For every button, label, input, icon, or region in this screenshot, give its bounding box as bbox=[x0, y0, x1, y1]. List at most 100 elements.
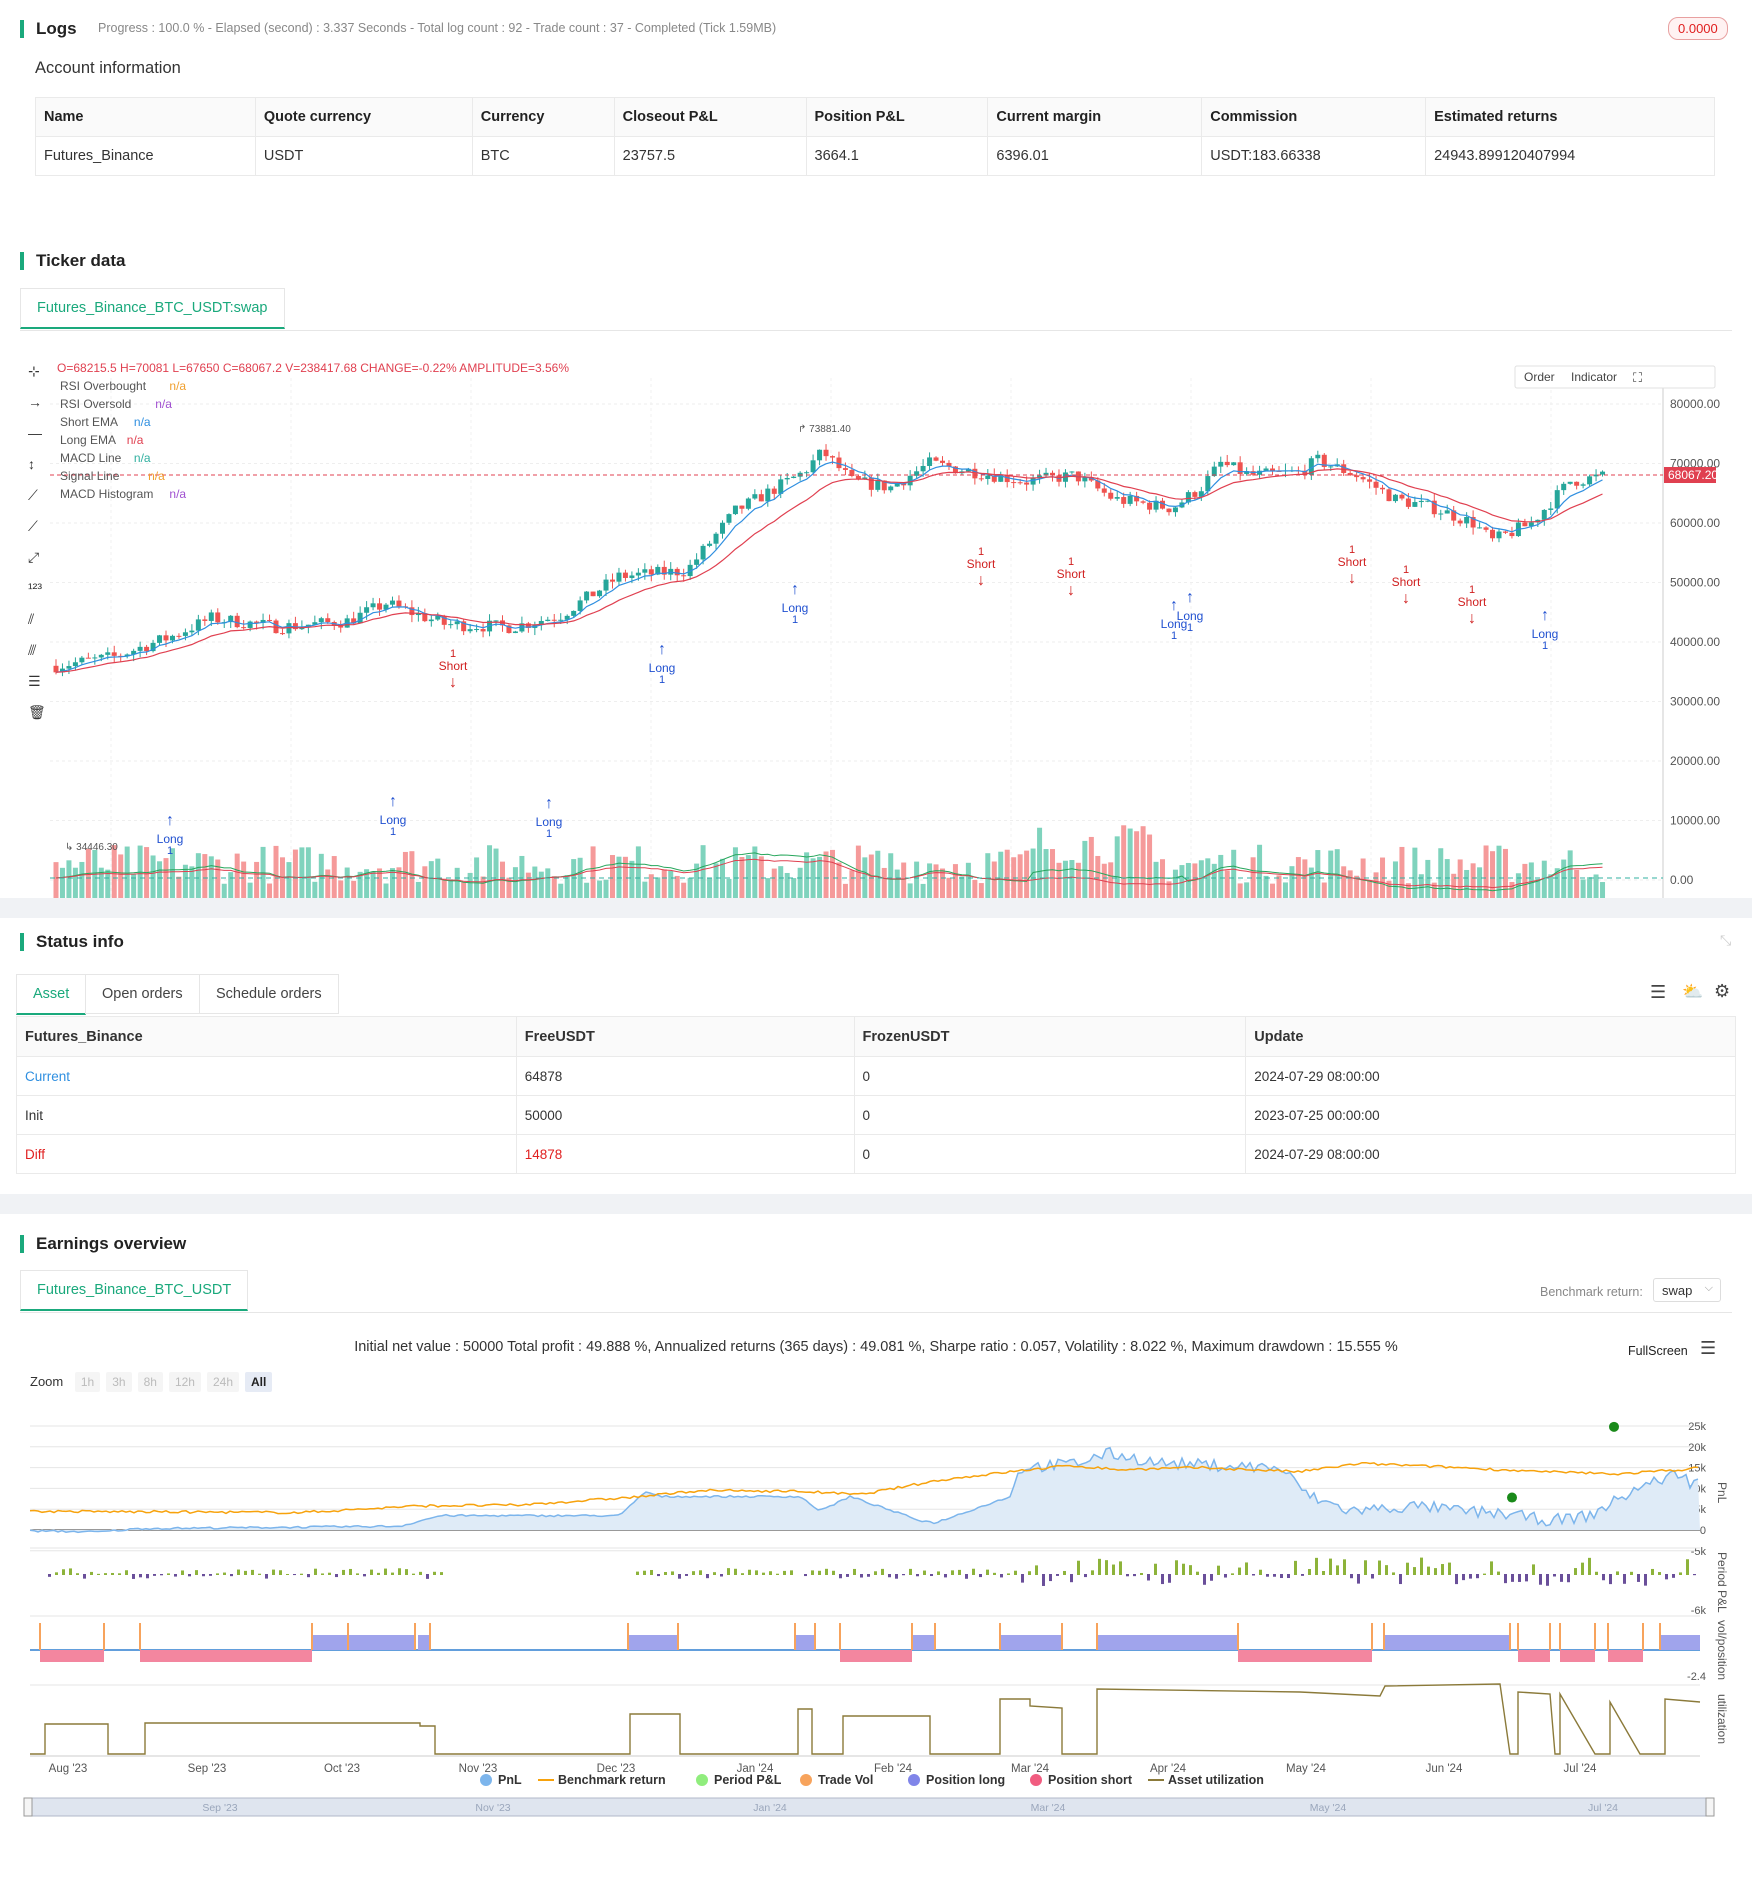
volume-bar bbox=[98, 867, 104, 898]
volume-bar bbox=[487, 845, 493, 898]
period-pnl-bar bbox=[328, 1572, 331, 1575]
candlestick-chart[interactable]: 80000.00 70000.00 60000.00 50000.00 40000.00… bbox=[0, 338, 1752, 898]
x-tick-label: Dec '23 bbox=[597, 1763, 636, 1775]
horizontal-line-icon: — bbox=[28, 425, 42, 441]
tab-asset[interactable]: Asset bbox=[16, 974, 87, 1015]
legend-item: Position long bbox=[926, 1773, 1005, 1787]
trade-vol-bar bbox=[139, 1623, 141, 1650]
candle-body bbox=[694, 559, 700, 565]
candle-body bbox=[1360, 477, 1366, 480]
volume-bar bbox=[590, 846, 596, 898]
volume-bar bbox=[1600, 882, 1606, 898]
trade-vol-bar bbox=[677, 1623, 679, 1650]
zoom-1h-button[interactable]: 1h bbox=[74, 1372, 101, 1392]
asset-cell: 14878 bbox=[515, 1134, 855, 1174]
volume-bar bbox=[946, 877, 952, 898]
signal-qty: 1 bbox=[1469, 584, 1475, 596]
benchmark-select[interactable]: swap ⌵ bbox=[1653, 1278, 1721, 1302]
collapse-icon[interactable]: ⤡ bbox=[1720, 932, 1732, 948]
candle-body bbox=[1160, 500, 1166, 509]
tab-ticker-symbol[interactable]: Futures_Binance_BTC_USDT:swap bbox=[20, 288, 285, 329]
volume-bar bbox=[454, 867, 460, 898]
signal-qty: 1 bbox=[390, 826, 396, 838]
candle-body bbox=[1185, 492, 1191, 503]
period-pnl-bar bbox=[1259, 1569, 1262, 1575]
zoom-12h-button[interactable]: 12h bbox=[168, 1372, 201, 1392]
volume-bar bbox=[66, 860, 72, 898]
period-pnl-bar bbox=[951, 1570, 954, 1575]
volume-bar bbox=[629, 860, 635, 898]
candle-body bbox=[927, 457, 933, 466]
candle-body bbox=[1574, 481, 1580, 486]
volume-bar bbox=[312, 881, 318, 898]
candle-body bbox=[1244, 471, 1250, 474]
zoom-8h-button[interactable]: 8h bbox=[137, 1372, 163, 1392]
settings-gear-icon[interactable]: ⚙ bbox=[1714, 981, 1731, 1001]
tab-divider-2 bbox=[20, 1312, 1732, 1313]
current-price-tag bbox=[1664, 467, 1716, 484]
volume-bar bbox=[1509, 881, 1515, 898]
tab-schedule-orders[interactable]: Schedule orders bbox=[199, 974, 339, 1014]
candle-body bbox=[1451, 510, 1457, 521]
volume-bar bbox=[182, 864, 188, 898]
volume-bar bbox=[118, 854, 124, 898]
candle-body bbox=[383, 604, 389, 610]
ohlc-readout: O=68215.5 H=70081 L=67650 C=68067.2 V=23… bbox=[57, 361, 569, 375]
volume-bar bbox=[571, 859, 577, 898]
candle-body bbox=[1431, 500, 1437, 515]
volume-bar bbox=[493, 848, 499, 898]
zoom-3h-button[interactable]: 3h bbox=[106, 1372, 132, 1392]
candle-body bbox=[189, 630, 195, 633]
candle-body bbox=[202, 619, 208, 621]
volume-bar bbox=[713, 863, 719, 898]
fullscreen-button[interactable]: FullScreen bbox=[1628, 1344, 1688, 1358]
tab-open-orders[interactable]: Open orders bbox=[85, 974, 200, 1014]
volume-bar bbox=[998, 851, 1004, 898]
period-pnl-bar bbox=[1105, 1560, 1108, 1575]
volume-bar bbox=[661, 869, 667, 898]
volume-bar bbox=[396, 867, 402, 898]
period-pnl-bar bbox=[685, 1574, 688, 1576]
candle-body bbox=[965, 468, 971, 472]
candle-body bbox=[707, 543, 713, 546]
candle-body bbox=[1134, 495, 1140, 502]
volume-bar bbox=[1425, 859, 1431, 898]
candle-body bbox=[1270, 468, 1276, 471]
menu-icon[interactable]: ☰ bbox=[1700, 1338, 1717, 1358]
pnl-tick-label: -5k bbox=[1691, 1546, 1707, 1558]
list-icon[interactable]: ☰ bbox=[1650, 982, 1667, 1002]
signal-qty: 1 bbox=[1349, 544, 1355, 556]
volume-bar bbox=[506, 877, 512, 898]
candle-body bbox=[1095, 480, 1101, 489]
long-signal-label: Long bbox=[649, 661, 676, 675]
tab-earnings-symbol[interactable]: Futures_Binance_BTC_USDT bbox=[20, 1270, 249, 1311]
utilization-line bbox=[30, 1683, 1701, 1755]
period-pnl-bar bbox=[370, 1569, 373, 1575]
candle-body bbox=[1490, 529, 1496, 539]
max-pnl-marker bbox=[1609, 1421, 1619, 1432]
period-pnl-bar bbox=[1665, 1574, 1668, 1580]
candle-body bbox=[1567, 481, 1573, 484]
period-pnl-bar bbox=[1546, 1574, 1549, 1586]
period-pnl-bar bbox=[1644, 1574, 1647, 1586]
zoom-All-button[interactable]: All bbox=[245, 1372, 273, 1392]
cloud-download-icon[interactable]: ⛅ bbox=[1682, 982, 1704, 1001]
logs-status-text: Progress : 100.0 % - Elapsed (second) : … bbox=[98, 21, 777, 35]
period-pnl-bar bbox=[76, 1573, 79, 1575]
period-pnl-bar bbox=[923, 1570, 926, 1575]
candle-body bbox=[804, 472, 810, 474]
indicator-legend-item: Signal Line bbox=[60, 469, 120, 483]
volume-bar bbox=[558, 883, 564, 898]
period-pnl-bar bbox=[1595, 1571, 1598, 1575]
zoom-24h-button[interactable]: 24h bbox=[206, 1372, 239, 1392]
volume-bar bbox=[758, 856, 764, 898]
candle-body bbox=[1541, 509, 1547, 520]
short-signal-label: Short bbox=[1458, 595, 1487, 609]
volume-bar bbox=[1050, 849, 1056, 898]
long-signal-label: Long bbox=[380, 813, 407, 827]
period-pnl-bar bbox=[902, 1574, 905, 1576]
trade-vol-bar bbox=[934, 1623, 936, 1650]
period-pnl-bar bbox=[804, 1574, 807, 1577]
table-row: Diff 14878 0 2024-07-29 08:00:00 bbox=[16, 1134, 1736, 1174]
